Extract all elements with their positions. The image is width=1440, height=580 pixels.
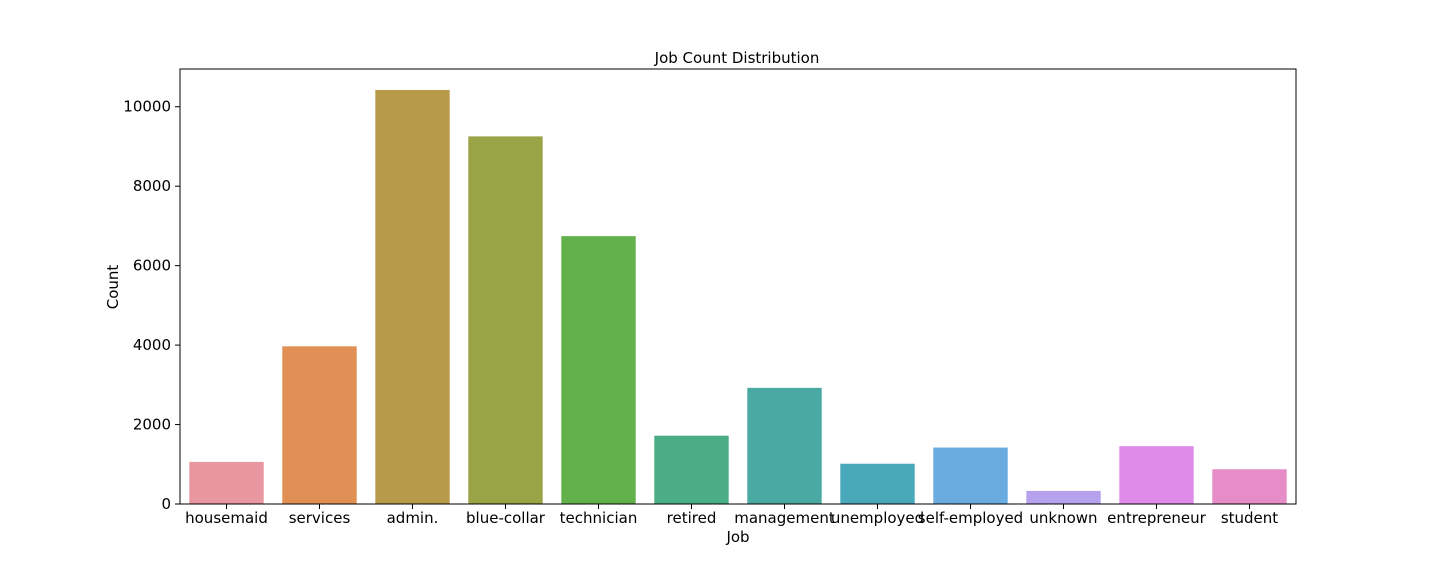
bar-services: [282, 346, 357, 504]
x-tick-label: self-employed: [918, 509, 1023, 527]
y-tick-label: 10000: [123, 98, 171, 116]
bar-entrepreneur: [1119, 446, 1194, 504]
x-tick-label: housemaid: [185, 509, 268, 527]
bar-unemployed: [840, 463, 915, 504]
bars-layer: [189, 89, 1287, 504]
bar-student: [1212, 469, 1287, 504]
bar-technician: [561, 236, 636, 504]
x-tick-label: technician: [560, 509, 638, 527]
bar-admin: [375, 89, 450, 504]
y-tick-label: 2000: [133, 416, 171, 434]
x-tick-label: management: [734, 509, 835, 527]
x-tick-label: retired: [667, 509, 717, 527]
y-axis-label: Count: [104, 265, 122, 310]
bar-unknown: [1026, 490, 1101, 504]
y-tick-label: 4000: [133, 336, 171, 354]
y-tick-label: 0: [161, 495, 171, 513]
chart-title: Job Count Distribution: [654, 49, 820, 67]
x-axis-label: Job: [725, 528, 749, 546]
x-tick-label: unemployed: [831, 509, 924, 527]
bar-housemaid: [189, 461, 264, 504]
x-tick-label: student: [1221, 509, 1278, 527]
x-tick-label: admin.: [387, 509, 439, 527]
x-axis-ticks: housemaid services admin. blue-collar techni…: [185, 504, 1278, 527]
y-tick-label: 8000: [133, 177, 171, 195]
bar-blue-collar: [468, 136, 543, 504]
x-tick-label: entrepreneur: [1107, 509, 1207, 527]
plot-frame: [179, 68, 1297, 505]
bar-self-employed: [933, 447, 1008, 504]
bar-management: [747, 387, 822, 504]
x-tick-label: services: [289, 509, 351, 527]
y-axis-ticks: 0 2000 4000 6000 8000 10000: [123, 98, 180, 513]
x-tick-label: unknown: [1029, 509, 1097, 527]
y-tick-label: 6000: [133, 257, 171, 275]
bar-retired: [654, 435, 729, 504]
x-tick-label: blue-collar: [466, 509, 546, 527]
